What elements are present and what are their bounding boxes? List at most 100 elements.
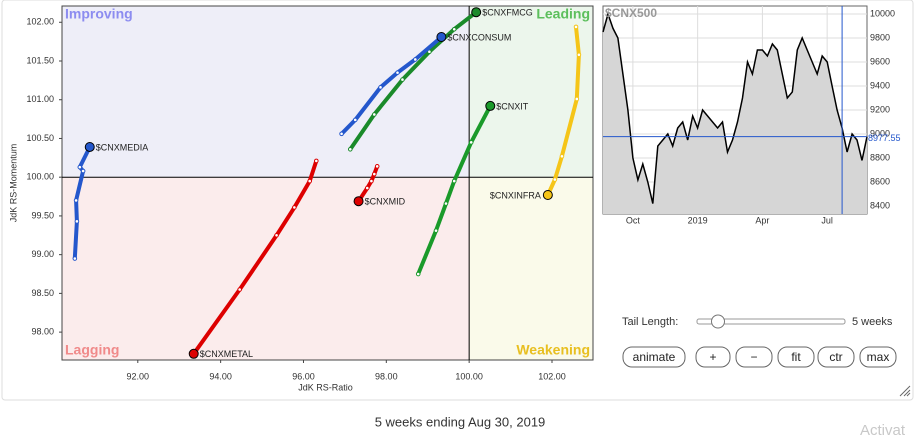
y-tick-label: 99.00 xyxy=(31,249,54,259)
button[interactable]: − xyxy=(735,346,773,368)
y-tick-label: 9400 xyxy=(870,80,890,90)
tail-point xyxy=(80,168,86,174)
tail-point xyxy=(74,219,80,224)
y-tick-label: 9800 xyxy=(870,32,890,42)
series-label: $CNXMETAL xyxy=(200,349,253,359)
x-tick-label: 94.00 xyxy=(209,371,232,381)
area xyxy=(603,14,867,214)
quadrant-label: Lagging xyxy=(65,342,119,358)
quadrant-label: Improving xyxy=(65,6,133,22)
y-tick-label: 8400 xyxy=(870,200,890,210)
y-axis-label: JdK RS-Momentum xyxy=(8,144,18,223)
button[interactable]: ctr xyxy=(817,346,855,368)
slider-track[interactable] xyxy=(696,318,846,325)
plot-border xyxy=(61,5,594,361)
tail-point xyxy=(573,24,579,30)
slider-thumb[interactable] xyxy=(711,314,725,329)
tail-line xyxy=(545,24,581,197)
tail-length-label: Tail Length: xyxy=(622,316,678,328)
x-tick-label: 96.00 xyxy=(292,371,315,381)
y-tick-label: 8800 xyxy=(870,152,890,162)
y-tick-label: 98.00 xyxy=(31,326,54,336)
tail-length-value: 5 weeks xyxy=(852,316,893,328)
tail-line xyxy=(191,158,319,356)
tail-point xyxy=(292,205,297,210)
tail-point xyxy=(372,171,377,177)
tail-point xyxy=(576,52,582,58)
tail-line xyxy=(339,35,444,136)
head-point xyxy=(353,196,364,207)
y-tick-label: 8600 xyxy=(870,176,890,186)
y-tick-label: 9000 xyxy=(870,128,890,138)
quadrant xyxy=(62,6,470,178)
watermark: Activat xyxy=(860,422,906,435)
tail-point xyxy=(314,158,319,164)
x-tick-label: Apr xyxy=(755,215,769,225)
footer: 5 weeks ending Aug 30, 2019 xyxy=(375,414,546,429)
head-point xyxy=(84,141,95,152)
button[interactable]: fit xyxy=(777,346,815,368)
tail-point xyxy=(364,185,370,191)
button-frame[interactable] xyxy=(859,346,897,368)
button-frame[interactable] xyxy=(777,346,815,368)
y-tick-label: 99.50 xyxy=(31,210,54,220)
button[interactable]: + xyxy=(695,346,731,368)
tail-line xyxy=(72,145,92,261)
button-label[interactable]: − xyxy=(750,350,757,364)
button-label[interactable]: fit xyxy=(791,350,801,364)
tail-point xyxy=(307,178,312,184)
button-label[interactable]: max xyxy=(867,350,890,364)
quadrant xyxy=(469,177,593,360)
button-label[interactable]: + xyxy=(709,350,716,364)
button-frame[interactable] xyxy=(817,346,855,368)
mini-chart: 8400 8600 8800 9000 9200 9400 9600 9800 10000 Oct… xyxy=(602,5,901,225)
tail-point xyxy=(339,131,344,137)
y-tick-label: 9600 xyxy=(870,56,890,66)
y-tick-label: 101.00 xyxy=(26,94,54,104)
tail-point xyxy=(369,178,374,184)
y-tick-label: 10000 xyxy=(870,8,895,18)
tail-point xyxy=(451,178,457,184)
resize-grip xyxy=(899,385,911,397)
button-label[interactable]: ctr xyxy=(829,350,842,364)
tail-point xyxy=(559,153,565,159)
series-label: $CNXCONSUM xyxy=(447,32,511,42)
tail-point xyxy=(552,177,558,182)
y-tick-label: 9200 xyxy=(870,104,890,114)
series-label: $CNXMEDIA xyxy=(96,142,149,152)
tail-point xyxy=(237,287,242,292)
x-tick-label: 102.00 xyxy=(538,371,566,381)
tail-point xyxy=(395,70,400,75)
quadrant-label: Weakening xyxy=(516,342,590,358)
tail-point xyxy=(415,271,421,277)
tail-point xyxy=(574,96,580,102)
tail-point xyxy=(443,201,449,206)
current-value-label: 8977.55 xyxy=(868,133,901,143)
quadrant-label: Leading xyxy=(536,6,590,22)
tail-point xyxy=(72,256,78,261)
x-axis-label: JdK RS-Ratio xyxy=(298,382,353,392)
series-label: $CNXFMCG xyxy=(482,8,533,18)
controls: Tail Length: 5 weeks animate + − fit ctr max xyxy=(622,314,897,368)
button[interactable]: max xyxy=(859,346,897,368)
tail-point xyxy=(274,232,279,238)
rrg-chart: Improving Leading Lagging Weakening 92.00 94.… xyxy=(8,5,594,392)
x-tick-label: 2019 xyxy=(688,215,708,225)
quadrant xyxy=(62,177,470,360)
button-label[interactable]: animate xyxy=(633,350,676,364)
tail-point xyxy=(372,112,377,117)
tail-point xyxy=(468,140,474,145)
y-tick-label: 100.50 xyxy=(26,133,54,143)
tail-point xyxy=(374,164,380,169)
x-tick-label: 98.00 xyxy=(375,371,398,381)
button-frame[interactable] xyxy=(622,346,686,368)
button-frame[interactable] xyxy=(735,346,773,368)
button-frame[interactable] xyxy=(695,346,731,368)
x-tick-label: 100.00 xyxy=(455,371,483,381)
mini-title: $CNX500 xyxy=(605,6,657,20)
button[interactable]: animate xyxy=(622,346,686,368)
x-tick-label: Jul xyxy=(821,215,833,225)
x-tick-label: Oct xyxy=(626,215,641,225)
y-tick-label: 100.00 xyxy=(26,172,54,182)
